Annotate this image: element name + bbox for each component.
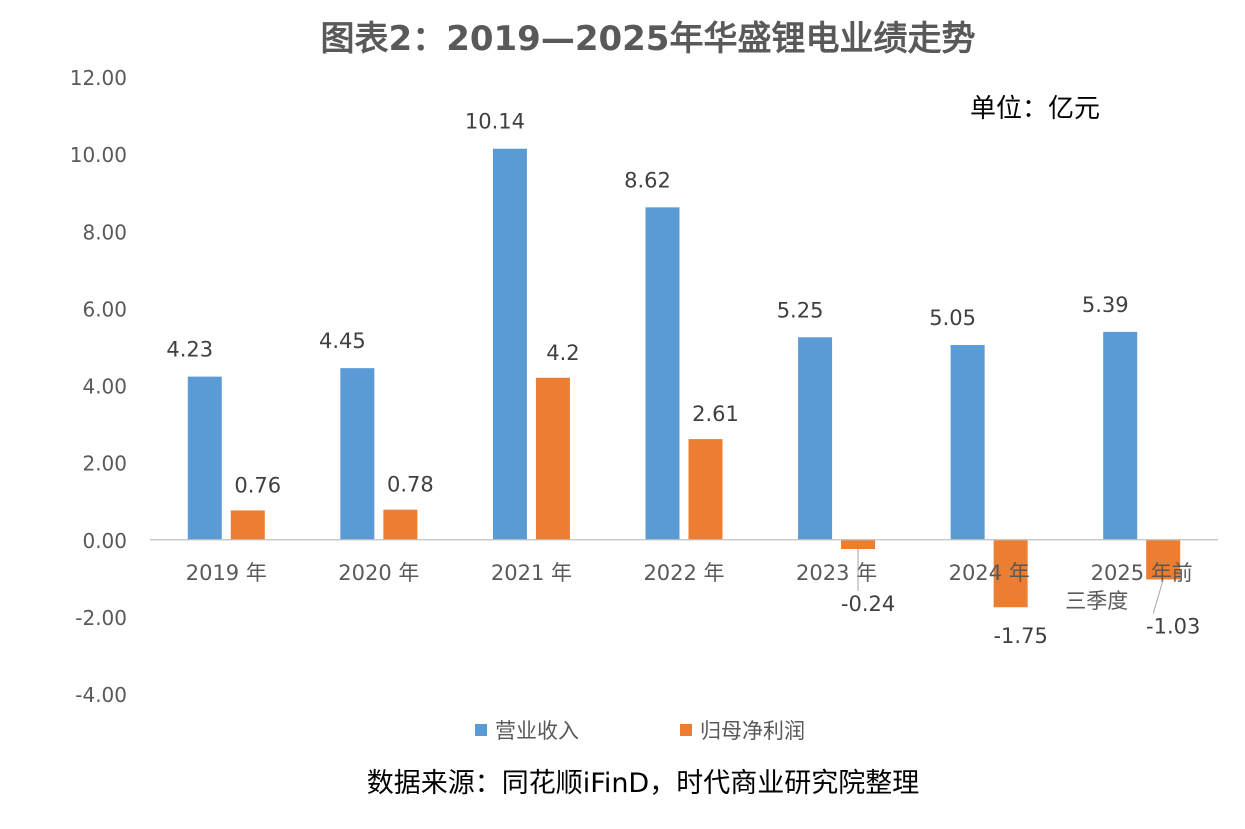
data-label: -0.24 bbox=[841, 592, 895, 616]
legend-label: 营业收入 bbox=[495, 719, 579, 743]
y-tick-label: 2.00 bbox=[82, 452, 127, 476]
data-label: 4.45 bbox=[319, 329, 366, 353]
y-tick-label: -4.00 bbox=[75, 683, 127, 707]
source-note: 数据来源：同花顺iFinD，时代商业研究院整理 bbox=[367, 768, 919, 799]
x-tick-label: 2021 年 bbox=[491, 561, 572, 585]
data-label: 4.23 bbox=[166, 338, 213, 362]
y-tick-label: 12.00 bbox=[70, 66, 127, 90]
data-label: 2.61 bbox=[692, 402, 739, 426]
net-profit-bar bbox=[993, 539, 1028, 608]
y-tick-label: 0.00 bbox=[82, 529, 127, 553]
data-label: -1.03 bbox=[1146, 614, 1200, 638]
unit-note: 单位：亿元 bbox=[970, 94, 1100, 124]
x-tick-label: 2023 年 bbox=[796, 561, 877, 585]
legend-swatch bbox=[475, 724, 487, 736]
data-label: 0.76 bbox=[234, 473, 281, 497]
revenue-bar bbox=[187, 376, 222, 540]
net-profit-bar bbox=[841, 539, 876, 550]
chart-title: 图表2：2019—2025年华盛锂电业绩走势 bbox=[321, 19, 976, 59]
data-label: 10.14 bbox=[465, 110, 525, 134]
legend-swatch bbox=[680, 724, 692, 736]
x-tick-label: 2024 年 bbox=[949, 561, 1030, 585]
leader-line bbox=[1152, 579, 1164, 614]
data-label: 5.25 bbox=[777, 298, 824, 322]
net-profit-bar bbox=[1146, 539, 1181, 580]
x-tick-label: 2022 年 bbox=[643, 561, 724, 585]
revenue-bar bbox=[340, 368, 375, 540]
y-tick-label: 4.00 bbox=[82, 375, 127, 399]
x-tick-label: 2019 年 bbox=[186, 561, 267, 585]
revenue-bar bbox=[798, 337, 833, 540]
data-label: -1.75 bbox=[993, 624, 1047, 648]
net-profit-bar bbox=[383, 509, 418, 540]
y-tick-label: 8.00 bbox=[82, 220, 127, 244]
revenue-bar bbox=[492, 148, 527, 540]
legend: 营业收入 归母净利润 bbox=[475, 719, 805, 743]
net-profit-bar bbox=[688, 439, 723, 540]
data-label: 8.62 bbox=[624, 168, 671, 192]
data-label: 4.2 bbox=[546, 341, 579, 365]
x-tick-label: 2025 年前三季度 bbox=[1065, 561, 1193, 613]
data-label: 0.78 bbox=[387, 473, 434, 497]
y-tick-label: 6.00 bbox=[82, 297, 127, 321]
y-tick-label: -2.00 bbox=[75, 606, 127, 630]
data-label: 5.39 bbox=[1082, 293, 1129, 317]
net-profit-bar bbox=[230, 510, 265, 540]
net-profit-bar bbox=[535, 377, 570, 540]
data-label: 5.05 bbox=[929, 306, 976, 330]
y-tick-label: 10.00 bbox=[70, 143, 127, 167]
revenue-bar bbox=[1103, 331, 1138, 540]
x-tick-label: 2020 年 bbox=[338, 561, 419, 585]
revenue-bar bbox=[645, 207, 680, 540]
revenue-bar bbox=[950, 345, 985, 540]
legend-label: 归母净利润 bbox=[700, 719, 805, 743]
